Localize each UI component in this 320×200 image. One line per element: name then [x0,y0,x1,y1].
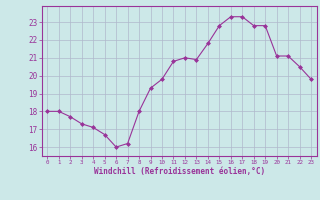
X-axis label: Windchill (Refroidissement éolien,°C): Windchill (Refroidissement éolien,°C) [94,167,265,176]
